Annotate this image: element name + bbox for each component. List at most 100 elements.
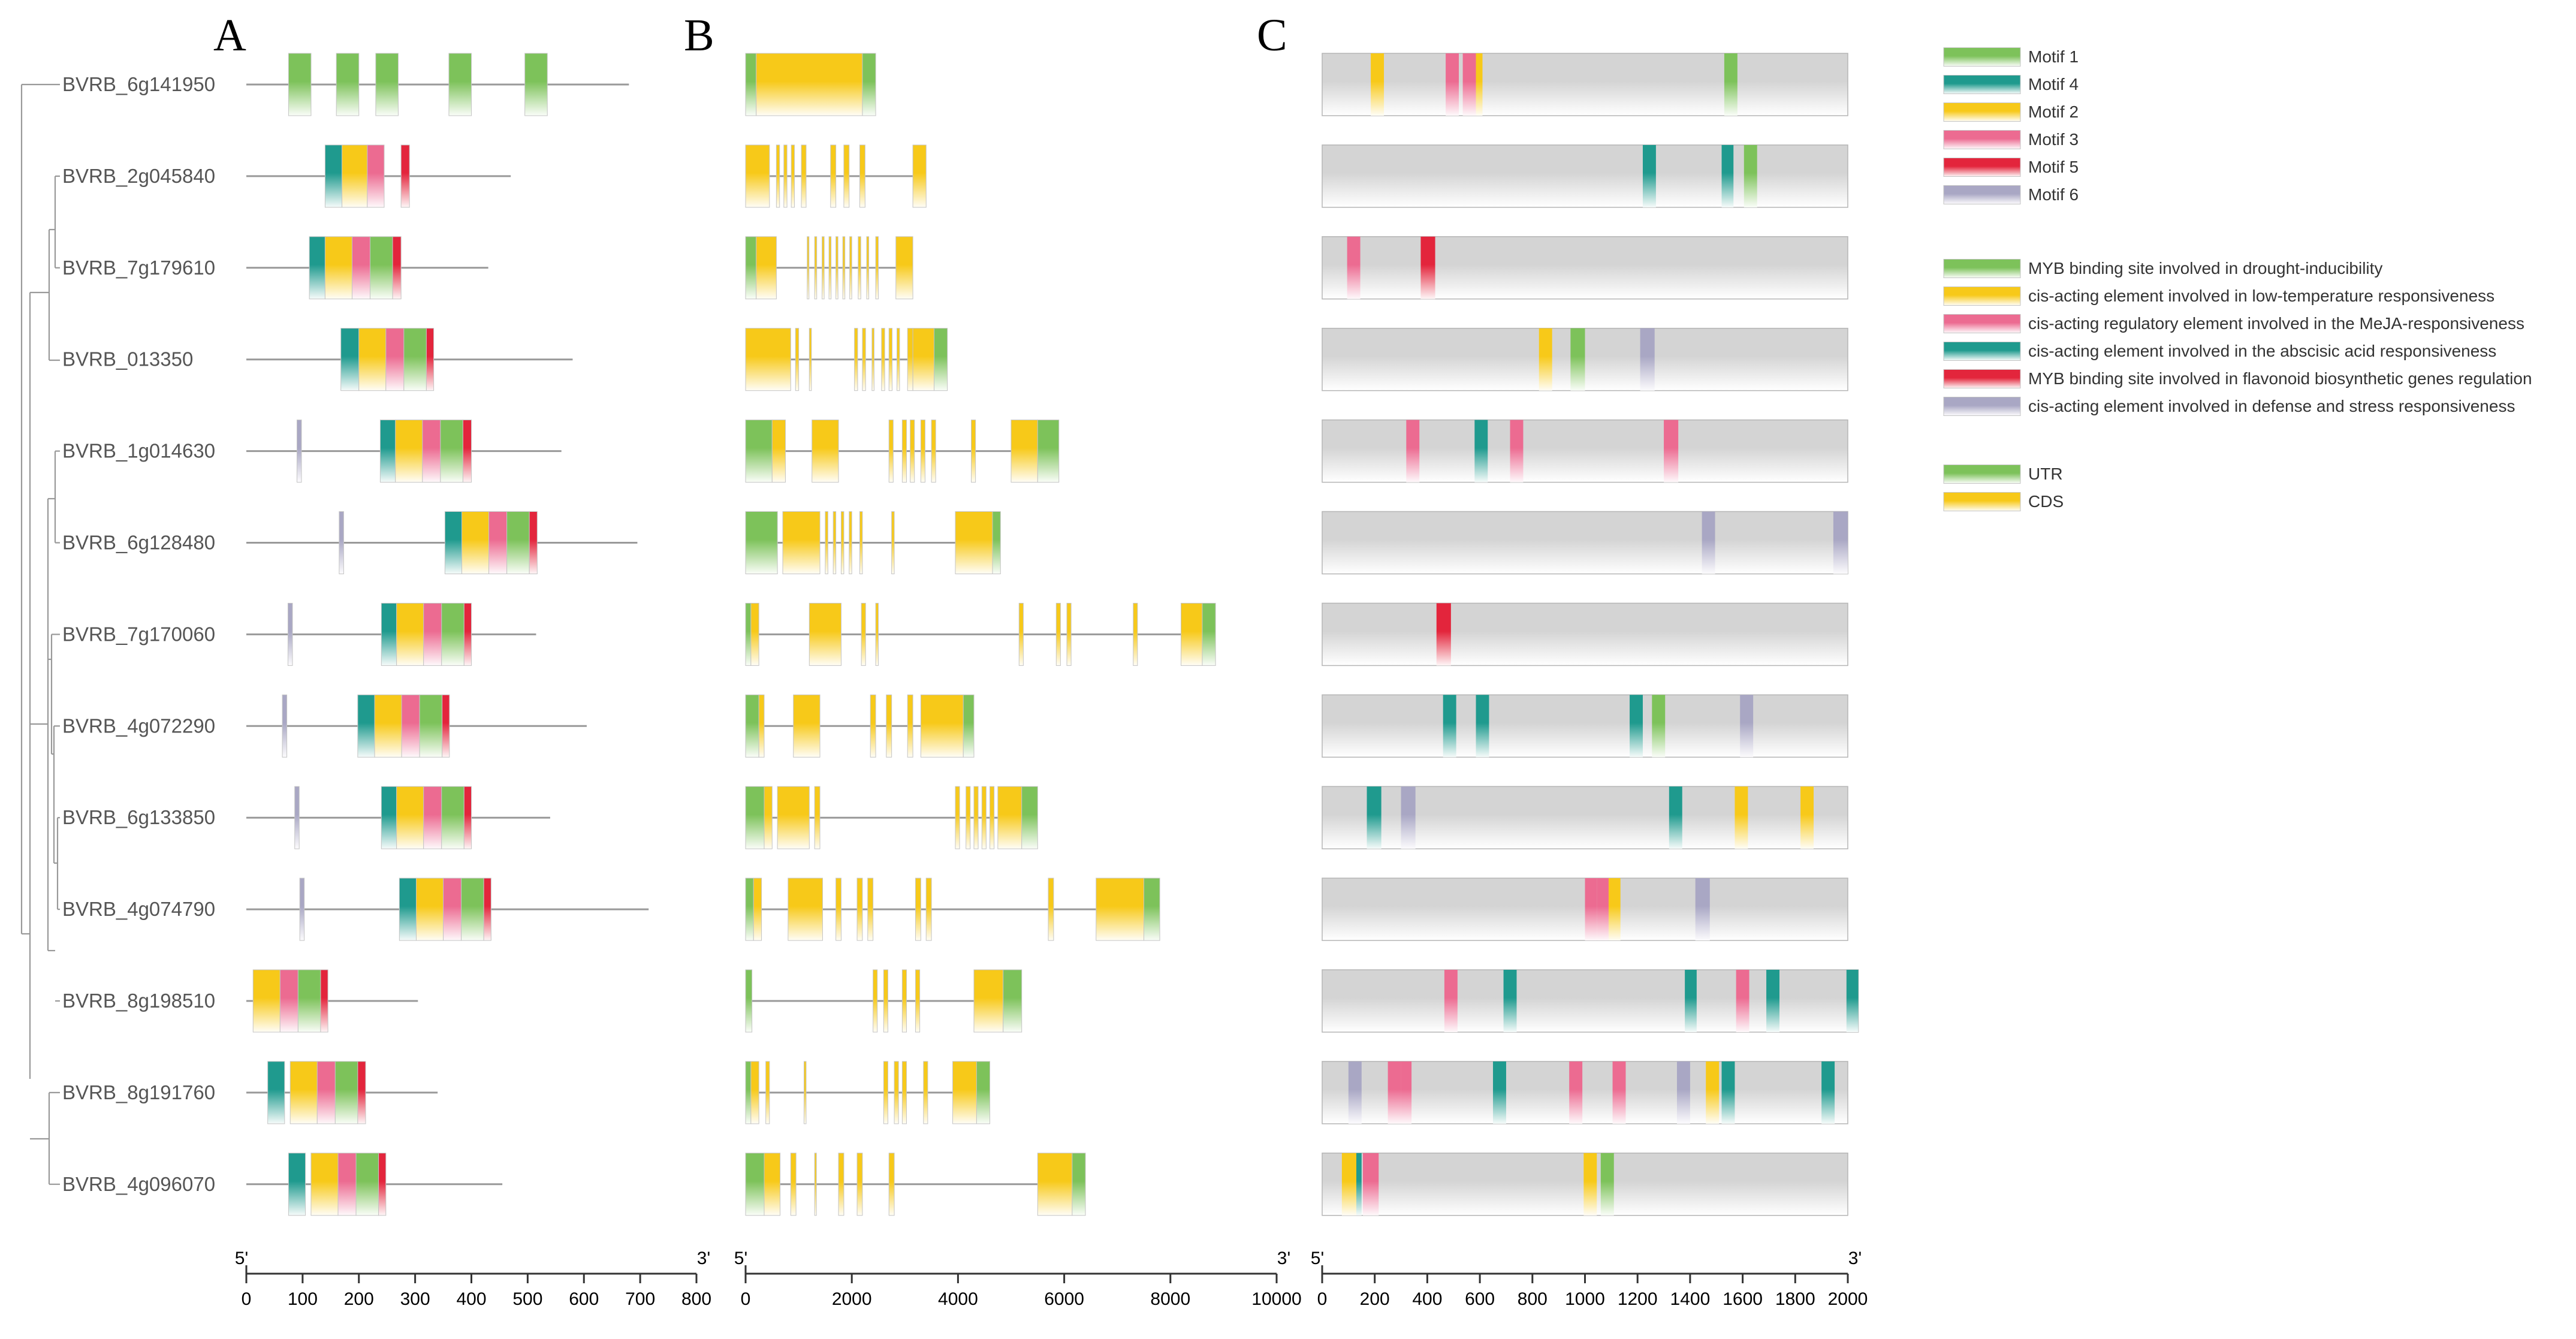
panel-b-cds (777, 786, 810, 849)
panel-b-cds (825, 511, 828, 574)
panel-a-motif5 (320, 969, 328, 1033)
panel-a-motif2 (416, 877, 444, 941)
panel-b-cds (901, 1061, 907, 1124)
panel-b-cds (835, 877, 841, 941)
panel-b-cds (764, 786, 773, 849)
panel-b-cds (807, 236, 810, 300)
panel-b-cds (870, 694, 876, 758)
panel-b-cds (931, 420, 936, 483)
panel-c-element-motif4 (1642, 144, 1656, 207)
panel-a-motif1 (461, 877, 484, 941)
panel-a-motif1 (440, 420, 463, 483)
axis-a-start-label: 5' (235, 1248, 248, 1268)
axis-b-tick-label: 6000 (1044, 1289, 1084, 1309)
panel-a-motif1 (336, 53, 360, 116)
panel-a-motif5 (463, 602, 472, 666)
panel-b-cds (791, 144, 795, 208)
panel-b-cds (923, 1061, 928, 1124)
panel-b-utr (745, 1061, 752, 1124)
panel-c-element-motif1 (1724, 53, 1738, 116)
axis-c-tick-label: 600 (1465, 1289, 1495, 1309)
panel-b-cds (888, 1153, 895, 1216)
panel-a-motif2 (324, 236, 352, 300)
panel-a-motif1 (297, 969, 321, 1033)
panel-b-cds (1018, 602, 1024, 666)
panel-a-motif4 (444, 511, 463, 574)
gene-label-BVRB_8g191760: BVRB_8g191760 (62, 1081, 215, 1103)
panel-b-utr (745, 53, 757, 116)
panel-c-promoter-box (1322, 694, 1848, 758)
panel-b-cds (814, 1153, 817, 1216)
panel-a-motif1 (403, 328, 427, 391)
panel-a-motif2 (396, 786, 424, 849)
panel-c-element-motif6 (1640, 328, 1655, 391)
panel-a-motif3 (401, 694, 420, 758)
axis-a-tick-label: 100 (288, 1289, 318, 1309)
panel-b-cds (801, 144, 807, 208)
axis-b-start-label: 5' (734, 1248, 747, 1268)
legend-swatch-motif5 (1943, 158, 2021, 177)
panel-c-element-motif4 (1685, 970, 1697, 1032)
axis-b-tick-label: 2000 (832, 1289, 872, 1309)
axis-a-tick-label: 300 (400, 1289, 430, 1309)
panel-b-cds (912, 328, 935, 391)
panel-b-cds (814, 236, 818, 300)
panel-a-motif3 (367, 144, 385, 208)
panel-b-cds (745, 328, 791, 391)
gene-label-BVRB_8g198510: BVRB_8g198510 (62, 990, 215, 1012)
panel-c-promoter-box (1322, 602, 1848, 667)
axis-a-tick-label: 200 (344, 1289, 374, 1309)
panel-c-element-motif3 (1585, 878, 1597, 941)
panel-b-cds (910, 420, 915, 483)
panel-b-cds (771, 420, 786, 483)
gene-label-BVRB_4g072290: BVRB_4g072290 (62, 714, 215, 737)
panel-b-cds (758, 694, 765, 758)
axis-b-tick-label: 4000 (938, 1289, 978, 1309)
panel-c-element-motif6 (1401, 786, 1416, 849)
gene-label-BVRB_6g128480: BVRB_6g128480 (62, 532, 215, 554)
panel-b-cds (830, 144, 837, 208)
panel-b-cds (809, 602, 841, 666)
panel-c-element-motif4 (1721, 1061, 1735, 1124)
panel-a-motif4 (309, 236, 325, 300)
panel-label-c: C (1257, 10, 1287, 61)
gene-label-BVRB_7g170060: BVRB_7g170060 (62, 623, 215, 645)
axis-c-tick-label: 1400 (1670, 1289, 1711, 1309)
panel-b-cds (862, 328, 866, 391)
panel-c-promoter-box (1322, 144, 1848, 208)
panel-c-element-motif3 (1444, 970, 1458, 1032)
panel-a-motif6 (299, 877, 305, 941)
panel-b-cds (915, 877, 921, 941)
axis-b-tick-label: 0 (741, 1289, 751, 1309)
panel-b-cds (1181, 602, 1203, 666)
panel-b-cds (907, 694, 913, 758)
panel-c-promoter-box (1322, 511, 1848, 575)
panel-c-promoter-box (1322, 236, 1848, 300)
panel-c-element-motif4 (1821, 1061, 1835, 1124)
panel-a-motif5 (426, 328, 435, 391)
legend-swatch-motif2 (1943, 102, 2021, 122)
legend-swatch-motif3 (1943, 130, 2021, 149)
legend-label-structure: UTR (2028, 465, 2063, 483)
panel-b-utr (745, 1153, 765, 1216)
panel-b-cds (849, 236, 852, 300)
panel-c-element-motif3 (1462, 53, 1476, 116)
panel-b-utr (862, 53, 876, 116)
panel-a-motif1 (506, 511, 530, 574)
panel-b-cds (920, 420, 925, 483)
panel-b-cds (832, 511, 837, 574)
panel-b-cds (1055, 602, 1061, 666)
legend-swatch-motif4 (1943, 342, 2021, 361)
panel-a-motif2 (342, 144, 368, 208)
panel-c-element-motif1 (1570, 328, 1585, 391)
gene-label-BVRB_1g014630: BVRB_1g014630 (62, 440, 215, 462)
gene-label-BVRB_7g179610: BVRB_7g179610 (62, 257, 215, 279)
panel-c-element-motif3 (1401, 1061, 1412, 1124)
panel-b-cds (809, 328, 812, 391)
axis-c-tick-label: 1600 (1723, 1289, 1763, 1309)
panel-a-motif5 (400, 144, 410, 208)
panel-a-motif6 (296, 420, 302, 483)
legend-label-element: MYB binding site involved in drought-ind… (2028, 259, 2382, 278)
panel-a-motif2 (395, 420, 423, 483)
